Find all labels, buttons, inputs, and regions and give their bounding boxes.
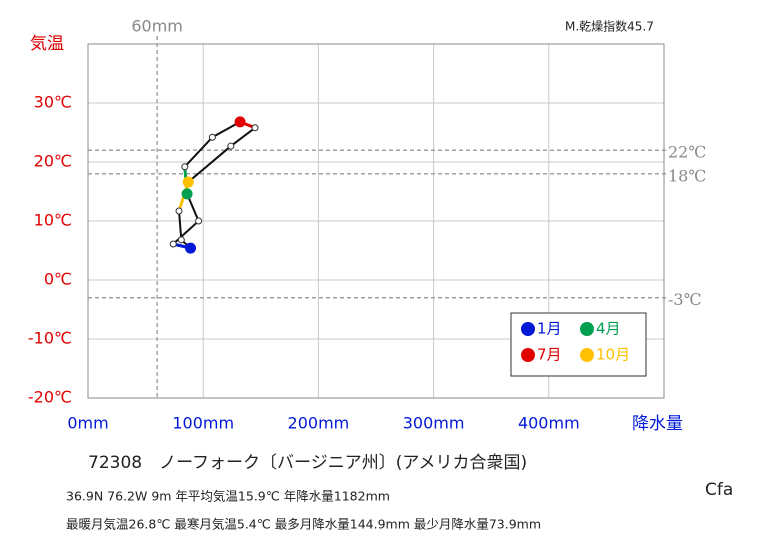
month-point — [182, 176, 194, 188]
dryness-index: M.乾燥指数45.7 — [565, 19, 654, 34]
legend-label: 1月 — [537, 320, 562, 338]
legend-marker — [580, 348, 594, 362]
info-line: 36.9N 76.2W 9m 年平均気温15.9℃ 年降水量1182mm — [66, 489, 390, 504]
month-point — [181, 188, 193, 200]
x-axis-label: 降水量 — [632, 414, 683, 434]
y-tick-label: 0℃ — [44, 270, 72, 289]
reference-label: 18℃ — [668, 166, 706, 185]
month-point — [185, 242, 197, 254]
legend-label: 7月 — [537, 346, 562, 364]
month-point — [208, 133, 216, 141]
month-point — [195, 217, 203, 225]
chart-title: 72308 ノーフォーク〔バージニア州〕(アメリカ合衆国) — [88, 453, 527, 473]
month-point — [177, 236, 185, 244]
x-tick-label: 200mm — [288, 414, 350, 433]
month-point — [169, 240, 177, 248]
legend-label: 10月 — [596, 346, 630, 364]
y-axis-label: 気温 — [30, 34, 64, 54]
legend-marker — [521, 322, 535, 336]
month-point — [175, 207, 183, 215]
reference-label: 22℃ — [668, 143, 706, 162]
climate-class: Cfa — [705, 480, 733, 500]
month-point — [234, 116, 246, 128]
month-point — [181, 163, 189, 171]
legend-marker — [521, 348, 535, 362]
x-tick-label: 0mm — [67, 414, 108, 433]
x-tick-label: 100mm — [172, 414, 234, 433]
reference-label: -3℃ — [668, 290, 701, 309]
month-point — [227, 142, 235, 150]
reference-label: 60mm — [131, 17, 183, 36]
legend-label: 4月 — [596, 320, 621, 338]
plot-border — [87, 43, 665, 399]
month-point — [251, 124, 259, 132]
legend-marker — [580, 322, 594, 336]
y-tick-label: -20℃ — [28, 388, 72, 407]
y-tick-label: -10℃ — [28, 329, 72, 348]
y-tick-label: 10℃ — [34, 211, 72, 230]
x-tick-label: 300mm — [403, 414, 465, 433]
info-line: 最暖月気温26.8℃ 最寒月気温5.4℃ 最多月降水量144.9mm 最少月降水… — [66, 517, 541, 532]
x-tick-label: 400mm — [518, 414, 580, 433]
y-tick-label: 20℃ — [34, 152, 72, 171]
y-tick-label: 30℃ — [34, 93, 72, 112]
legend-box — [510, 312, 647, 377]
